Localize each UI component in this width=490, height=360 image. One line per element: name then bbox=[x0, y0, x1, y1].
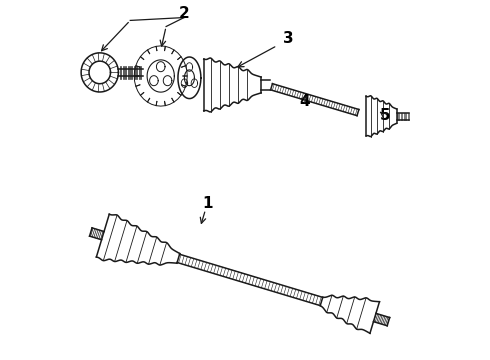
Text: 4: 4 bbox=[299, 94, 310, 109]
Text: 2: 2 bbox=[179, 6, 190, 21]
Text: 1: 1 bbox=[202, 196, 213, 211]
Text: 5: 5 bbox=[380, 108, 390, 123]
Text: 3: 3 bbox=[283, 31, 294, 46]
